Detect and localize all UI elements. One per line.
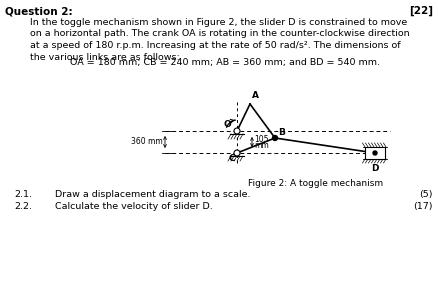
- Text: (17): (17): [413, 202, 433, 211]
- Bar: [365, 147, 385, 159]
- Text: 2.1.: 2.1.: [14, 190, 32, 199]
- Text: B: B: [278, 128, 285, 137]
- Text: [22]: [22]: [409, 6, 433, 16]
- Text: mm: mm: [254, 141, 269, 151]
- Text: Calculate the velocity of slider D.: Calculate the velocity of slider D.: [55, 202, 213, 211]
- Text: O: O: [223, 120, 231, 129]
- Text: D: D: [371, 164, 379, 173]
- Text: OA = 180 mm; CB = 240 mm; AB = 360 mm; and BD = 540 mm.: OA = 180 mm; CB = 240 mm; AB = 360 mm; a…: [70, 58, 380, 67]
- Circle shape: [373, 151, 377, 155]
- Text: A: A: [252, 91, 259, 100]
- Text: 360 mm: 360 mm: [131, 137, 163, 147]
- Circle shape: [234, 128, 240, 134]
- Text: the various links are as follows:: the various links are as follows:: [30, 53, 180, 62]
- Text: at a speed of 180 r.p.m. Increasing at the rate of 50 rad/s². The dimensions of: at a speed of 180 r.p.m. Increasing at t…: [30, 41, 401, 50]
- Text: Question 2:: Question 2:: [5, 6, 73, 16]
- Text: Draw a displacement diagram to a scale.: Draw a displacement diagram to a scale.: [55, 190, 251, 199]
- Text: on a horizontal path. The crank OA is rotating in the counter-clockwise directio: on a horizontal path. The crank OA is ro…: [30, 29, 410, 39]
- Text: In the toggle mechanism shown in Figure 2, the slider D is constrained to move: In the toggle mechanism shown in Figure …: [30, 18, 407, 27]
- Circle shape: [234, 150, 240, 156]
- Text: 2.2.: 2.2.: [14, 202, 32, 211]
- Text: (5): (5): [420, 190, 433, 199]
- Circle shape: [272, 136, 278, 140]
- Text: Figure 2: A toggle mechanism: Figure 2: A toggle mechanism: [248, 179, 384, 188]
- Text: C: C: [228, 154, 235, 163]
- Text: 105: 105: [254, 136, 268, 144]
